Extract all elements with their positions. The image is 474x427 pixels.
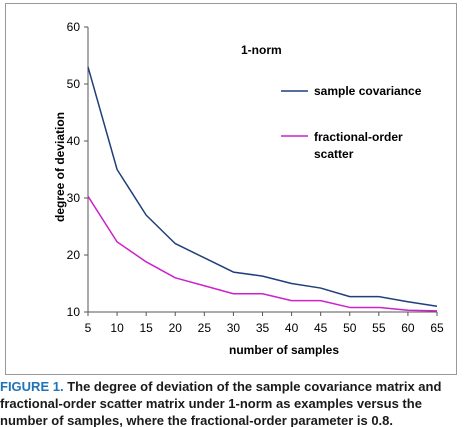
y-tick-label: 50 — [67, 77, 81, 91]
x-tick-label: 45 — [314, 321, 328, 335]
x-tick-label: 40 — [285, 321, 299, 335]
series-lines — [87, 66, 438, 312]
x-tick-label: 15 — [139, 321, 153, 335]
legend: sample covariance fractional-order scatter — [281, 84, 422, 161]
x-tick-label: 10 — [110, 321, 124, 335]
y-tick-label: 60 — [67, 20, 81, 34]
y-tick-label: 10 — [67, 305, 81, 319]
figure-label: FIGURE 1. — [0, 379, 64, 394]
y-axis-label: degree of deviation — [53, 112, 67, 222]
caption-line-2: fractional-order scatter matrix under 1-… — [0, 396, 422, 411]
caption-text-1: The degree of deviation of the sample co… — [67, 379, 442, 394]
x-tick-label: 65 — [430, 321, 444, 335]
x-axis-label: number of samples — [229, 343, 339, 357]
figure-caption: FIGURE 1. The degree of deviation of the… — [0, 378, 474, 427]
x-tick-label: 35 — [256, 321, 270, 335]
chart-frame: 10 20 30 40 50 60 5 10 15 20 25 30 35 40 45 50 55 60 65 1… — [5, 3, 457, 375]
line-chart: 10 20 30 40 50 60 5 10 15 20 25 30 35 40 45 50 55 60 65 1… — [53, 20, 444, 357]
x-tick-label: 5 — [85, 321, 92, 335]
chart-title: 1-norm — [241, 43, 282, 57]
axes — [84, 26, 438, 316]
caption-line-3: number of samples, where the fractional-… — [0, 413, 394, 427]
x-tick-label: 50 — [343, 321, 357, 335]
series-line-2 — [87, 195, 438, 312]
x-tick-labels: 5 10 15 20 25 30 35 40 45 50 55 60 65 — [85, 321, 444, 335]
legend-label-2: fractional-order scatter — [314, 130, 403, 161]
series-line-1 — [87, 66, 438, 308]
caption-line-1: FIGURE 1. The degree of deviation of the… — [0, 378, 474, 395]
legend-label-1: sample covariance — [314, 84, 422, 98]
y-tick-label: 20 — [67, 248, 81, 262]
y-tick-label: 40 — [67, 134, 81, 148]
x-tick-label: 20 — [169, 321, 183, 335]
x-tick-label: 55 — [372, 321, 386, 335]
x-tick-label: 60 — [401, 321, 415, 335]
x-tick-label: 25 — [198, 321, 212, 335]
y-tick-labels: 10 20 30 40 50 60 — [67, 20, 81, 319]
x-tick-label: 30 — [227, 321, 241, 335]
y-tick-label: 30 — [67, 191, 81, 205]
